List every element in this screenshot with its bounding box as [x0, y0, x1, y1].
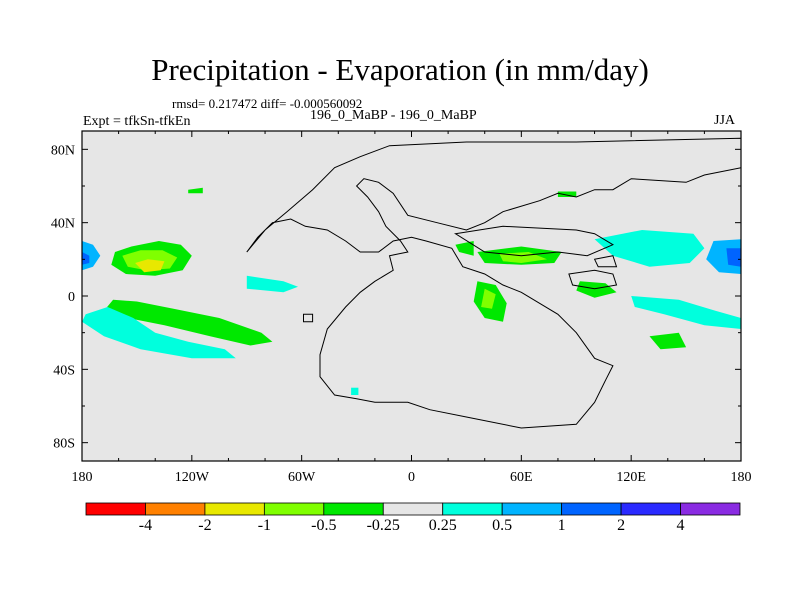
colorbar-label: 4 [676, 517, 685, 534]
comparison-label: 196_0_MaBP - 196_0_MaBP [310, 108, 477, 123]
colorbar-swatch [145, 502, 206, 516]
colorbar-swatch [680, 502, 741, 516]
y-tick-label: 0 [68, 290, 75, 305]
colorbar-swatch [382, 502, 444, 516]
x-tick-label: 180 [731, 470, 752, 485]
colorbar-label: 0.5 [492, 517, 513, 534]
x-tick-label: 120E [616, 470, 646, 485]
y-tick-label: 80N [51, 143, 75, 158]
colorbar-label: -0.5 [311, 517, 337, 534]
contour-region-west-pacific-wet-ring [594, 230, 705, 267]
contour-region-indian-ocean-wet [631, 296, 741, 329]
colorbar-label: 1 [557, 517, 566, 534]
y-tick-label: 80S [53, 437, 75, 452]
stats-line: rmsd= 0.217472 diff= -0.000560092 [172, 96, 363, 111]
contour-region-central-pacific-wet [246, 275, 298, 293]
x-tick-label: 120W [175, 470, 210, 485]
coastline-east-asia-block [593, 255, 618, 268]
colorbar-label: -0.25 [366, 517, 400, 534]
contour-region-pacific-wet-west-core [82, 252, 90, 265]
coastline-cathaysia [568, 269, 618, 290]
plot-background [82, 131, 741, 461]
season-label: JJA [714, 113, 736, 128]
colorbar-label: -1 [257, 517, 272, 534]
colorbar-swatch [85, 502, 146, 516]
colorbar-label: -2 [198, 517, 212, 534]
experiment-label: Expt = tfkSn-tfkEn [83, 114, 191, 129]
contour-region-dateline-wet-core [726, 248, 741, 267]
coastline-small-island [303, 313, 314, 323]
contour-region-southern-wet-speck [351, 387, 359, 395]
x-tick-label: 0 [408, 470, 415, 485]
contour-region-south-indian-dry [649, 332, 687, 350]
x-tick-label: 60W [288, 470, 316, 485]
colorbar-swatch [620, 502, 681, 516]
contour-region-south-pacific-wet-band [82, 307, 236, 359]
contour-region-east-asia-dry [576, 281, 617, 298]
coastline-tethys-north-coast [453, 225, 614, 257]
colorbar-label: -4 [138, 517, 153, 534]
coastline-pangea-main [246, 137, 741, 429]
colorbar-swatch [501, 502, 563, 516]
colorbar-label: 0.25 [428, 517, 457, 534]
colorbar-swatch [263, 502, 325, 516]
x-tick-label: 180 [72, 470, 93, 485]
contour-region-west-atlantic-dry [455, 241, 474, 256]
contour-region-north-pacific-dry-core [135, 259, 165, 273]
colorbar-label: 2 [617, 517, 626, 534]
colorbar-swatch [204, 502, 265, 516]
contour-region-south-atlantic-dry-core [481, 288, 496, 309]
x-tick-label: 60E [510, 470, 533, 485]
chart-title: Precipitation - Evaporation (in mm/day) [151, 52, 649, 87]
colorbar-swatch [323, 502, 384, 516]
contour-region-south-pacific-dry-band [104, 299, 273, 346]
y-tick-label: 40N [51, 217, 75, 232]
colorbar-swatch [561, 502, 622, 516]
colorbar-swatch [442, 502, 503, 516]
contour-region-north-hemisphere-dry-speck [188, 187, 203, 194]
y-tick-label: 40S [53, 363, 75, 378]
